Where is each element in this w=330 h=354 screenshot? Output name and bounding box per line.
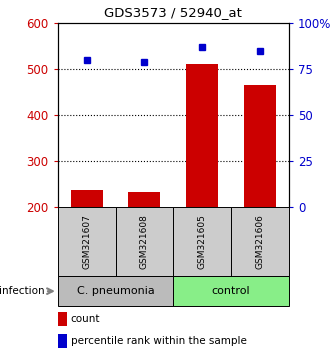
Bar: [173, 207, 231, 276]
Text: GSM321605: GSM321605: [198, 214, 207, 269]
Text: control: control: [212, 286, 250, 296]
Text: C. pneumonia: C. pneumonia: [77, 286, 154, 296]
Bar: [244, 85, 276, 207]
Text: percentile rank within the sample: percentile rank within the sample: [71, 336, 247, 346]
Bar: [58, 312, 67, 326]
Bar: [115, 207, 173, 276]
Bar: [173, 276, 289, 306]
Bar: [58, 207, 115, 276]
Bar: [186, 64, 218, 207]
Bar: [128, 192, 160, 207]
Bar: [231, 207, 289, 276]
Text: infection: infection: [0, 286, 45, 296]
Text: GSM321608: GSM321608: [140, 214, 149, 269]
Bar: [58, 276, 173, 306]
Text: GSM321607: GSM321607: [82, 214, 91, 269]
Bar: [58, 334, 67, 348]
Bar: [71, 190, 103, 207]
Text: count: count: [71, 314, 100, 324]
Title: GDS3573 / 52940_at: GDS3573 / 52940_at: [104, 6, 242, 19]
Text: GSM321606: GSM321606: [255, 214, 264, 269]
